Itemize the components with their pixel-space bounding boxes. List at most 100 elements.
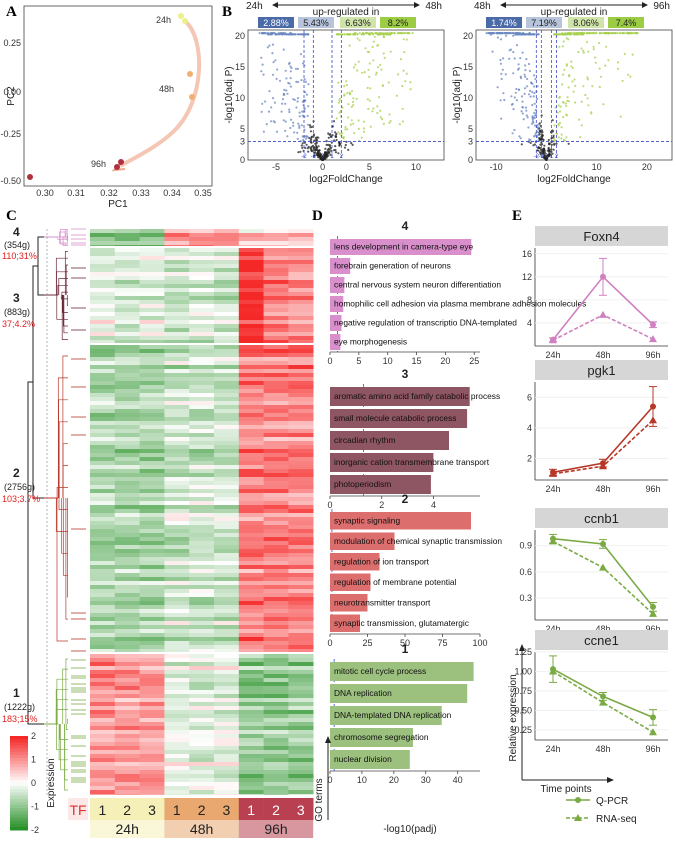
volcano-point [537, 131, 539, 133]
heatmap-cell [288, 565, 313, 569]
heatmap-cell [90, 678, 115, 682]
heatmap-cell [288, 517, 313, 521]
heatmap-cell [214, 501, 239, 505]
heatmap-cell [90, 581, 115, 585]
volcano-point [500, 38, 502, 40]
heatmap-cell [140, 682, 165, 686]
heatmap-cell [115, 625, 140, 629]
heatmap-cell [189, 425, 214, 429]
heatmap-cell [164, 284, 189, 288]
dendro-branch [66, 724, 68, 730]
heatmap-cell [288, 521, 313, 525]
heatmap-cell [288, 714, 313, 718]
heatmap-cell [115, 513, 140, 517]
heatmap-cell [288, 525, 313, 529]
heatmap-cell [115, 762, 140, 766]
tf-header: TF [69, 802, 86, 818]
heatmap-cell [288, 762, 313, 766]
heatmap-cell [288, 770, 313, 774]
heatmap-cell [288, 288, 313, 292]
heatmap-cell [214, 328, 239, 332]
heatmap-cell [189, 433, 214, 437]
panel-a: A PC2 PC1 0.25 0.00 -0.25 -0.50 0.30 0.3… [0, 4, 212, 210]
heatmap-cell [140, 593, 165, 597]
heatmap-cell [90, 794, 115, 795]
heatmap-cell [239, 336, 264, 340]
volcano-pct-label: 2.88% [263, 18, 289, 28]
heatmap-cell [214, 738, 239, 742]
heatmap-cell [90, 304, 115, 308]
volcano-point [513, 129, 515, 131]
heatmap-cell [214, 674, 239, 678]
cluster-id: 1 [13, 686, 20, 700]
heatmap-cell [214, 345, 239, 349]
heatmap-cell [90, 437, 115, 441]
volcano-point [289, 62, 291, 64]
pca-xtick: 0.35 [194, 188, 212, 198]
volcano-point [567, 96, 569, 98]
heatmap-cell [214, 658, 239, 662]
volcano-ytick: 20 [463, 31, 473, 41]
heatmap-cell [90, 553, 115, 557]
heatmap-cell [214, 545, 239, 549]
heatmap-cell [264, 280, 289, 284]
heatmap-cell [140, 501, 165, 505]
heatmap-cell [164, 573, 189, 577]
volcano-point [297, 100, 299, 102]
pca-ytick: -0.25 [0, 129, 21, 139]
volcano-point [299, 112, 301, 114]
heatmap-cell [140, 304, 165, 308]
heatmap-cell [264, 340, 289, 343]
heatmap-cell [288, 726, 313, 730]
volcano-point [310, 138, 312, 140]
heatmap-cell [239, 308, 264, 312]
heatmap-cell [239, 252, 264, 256]
heatmap-cell [140, 328, 165, 332]
volcano-point [260, 57, 262, 59]
heatmap-cell [239, 477, 264, 481]
heatmap-cell [90, 509, 115, 513]
heatmap-cell [164, 320, 189, 324]
heatmap-cell [264, 252, 289, 256]
heatmap-cell [214, 417, 239, 421]
heatmap-cell [189, 320, 214, 324]
volcano-point [553, 149, 555, 151]
heatmap-cell [239, 593, 264, 597]
volcano-point [586, 76, 588, 78]
heatmap-cell [140, 413, 165, 417]
heatmap-cell [239, 786, 264, 790]
heatmap-cell [90, 545, 115, 549]
replicate-label: 1 [99, 802, 107, 818]
heatmap-cell [140, 770, 165, 774]
volcano-point [400, 32, 402, 34]
qpcr-marker [550, 337, 556, 343]
heatmap-cell [140, 272, 165, 276]
volcano-point [523, 118, 525, 120]
heatmap-cell [214, 533, 239, 537]
heatmap-cell [90, 670, 115, 674]
volcano-point [518, 67, 520, 69]
heatmap-cell [164, 233, 189, 237]
go-term-label: photoperiodism [334, 479, 391, 489]
heatmap-cell [115, 369, 140, 373]
volcano-ytick: 10 [463, 93, 473, 103]
heatmap-cell [90, 730, 115, 734]
volcano-point [315, 146, 317, 148]
volcano-point [593, 46, 595, 48]
volcano-point [617, 68, 619, 70]
heatmap-cell [115, 617, 140, 621]
volcano-point [515, 92, 517, 94]
line-xtick: 24h [545, 350, 560, 360]
heatmap-cell [115, 557, 140, 561]
dendro-join [28, 382, 44, 724]
volcano-point [557, 112, 559, 114]
volcano-xtick: 10 [592, 162, 602, 172]
heatmap-cell [264, 750, 289, 754]
volcano-point [410, 88, 412, 90]
legend-swatch [10, 764, 28, 768]
heatmap-cell [288, 256, 313, 260]
heatmap-cell [214, 702, 239, 706]
heatmap-cell [239, 501, 264, 505]
heatmap-cell [214, 369, 239, 373]
heatmap-cell [214, 710, 239, 714]
